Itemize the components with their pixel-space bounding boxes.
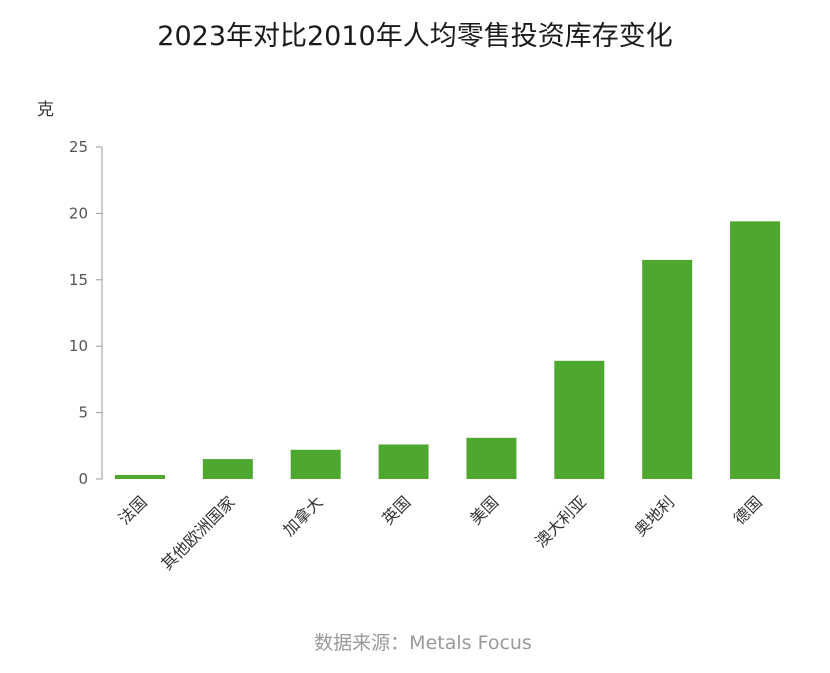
axes	[96, 146, 103, 480]
y-tick-label: 25	[69, 138, 88, 156]
chart-title: 2023年对比2010年人均零售投资库存变化	[157, 21, 673, 52]
x-category-label: 其他欧洲国家	[157, 492, 238, 573]
bar-1	[114, 475, 165, 479]
y-tick-label: 15	[69, 271, 88, 289]
x-category-label: 德国	[730, 492, 766, 528]
bar-7	[642, 259, 693, 479]
y-tick-label: 10	[69, 337, 88, 355]
bar-5	[466, 437, 517, 479]
y-tick-label: 20	[69, 204, 88, 222]
x-category-label: 法国	[115, 492, 151, 528]
x-category-label: 加拿大	[279, 492, 326, 539]
y-tick-label: 5	[78, 404, 88, 422]
bar-6	[554, 360, 605, 479]
x-category-labels: 法国 其他欧洲国家 加拿大 英国 美国 澳大利亚 奥地利 德国	[115, 492, 766, 573]
x-category-label: 澳大利亚	[531, 492, 590, 551]
bar-3	[290, 449, 341, 479]
y-axis-unit-label: 克	[37, 100, 54, 120]
bars	[114, 221, 781, 480]
x-category-label: 美国	[466, 492, 502, 528]
y-tick-label: 0	[78, 470, 88, 488]
x-category-label: 英国	[378, 492, 414, 528]
bar-2	[202, 459, 253, 479]
bar-4	[378, 444, 429, 479]
bar-8	[730, 221, 781, 480]
source-note: 数据来源：Metals Focus	[314, 632, 532, 654]
x-category-label: 奥地利	[631, 492, 678, 539]
y-tick-labels: 0 5 10 15 20 25	[69, 138, 88, 488]
